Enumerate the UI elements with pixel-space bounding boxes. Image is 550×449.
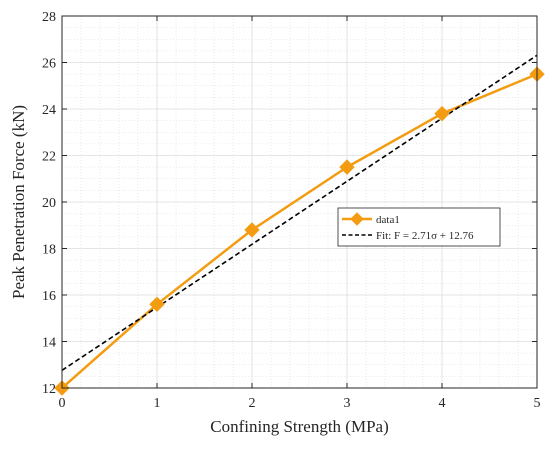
x-tick-label: 5: [534, 396, 541, 411]
data-point-marker: [149, 296, 165, 313]
x-tick-label: 3: [344, 396, 351, 411]
x-tick-label: 1: [154, 396, 161, 411]
legend-label-data1: data1: [376, 214, 400, 226]
y-tick-label: 14: [42, 336, 56, 351]
data-point-marker: [339, 159, 355, 175]
y-tick-label: 12: [42, 382, 56, 397]
y-tick-label: 28: [42, 10, 56, 25]
x-tick-label: 0: [59, 396, 66, 411]
y-tick-label: 16: [42, 289, 56, 304]
data-point-marker: [244, 222, 260, 238]
y-tick-label: 20: [42, 196, 56, 211]
y-tick-label: 22: [42, 150, 56, 165]
y-axis-label: Peak Penetration Force (kN): [9, 105, 28, 299]
legend: data1 Fit: F = 2.71σ + 12.76: [337, 207, 501, 247]
series-layer: [54, 54, 545, 396]
y-tick-label: 26: [42, 57, 56, 72]
x-tick-label: 4: [439, 396, 446, 411]
axis-ticks: [61, 15, 538, 389]
legend-swatch-data1-marker: [350, 212, 364, 226]
y-tick-label: 18: [42, 243, 56, 258]
x-axis-label: Confining Strength (MPa): [210, 417, 389, 436]
series-line-fit: [61, 54, 538, 371]
legend-box: [337, 207, 501, 247]
legend-label-fit: Fit: F = 2.71σ + 12.76: [376, 230, 474, 242]
x-tick-labels: 0 1 2 3 4 5: [59, 396, 541, 411]
x-tick-label: 2: [249, 396, 256, 411]
y-tick-labels: 12 14 16 18 20 22 24 26 28: [42, 10, 56, 397]
data-point-marker: [434, 105, 450, 122]
y-tick-label: 24: [42, 103, 56, 118]
